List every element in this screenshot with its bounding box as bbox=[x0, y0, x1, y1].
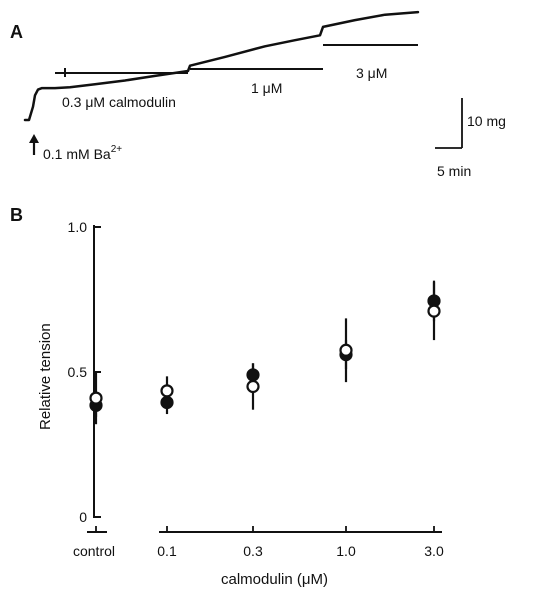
open-circle-point bbox=[246, 379, 260, 394]
panel-b: B 0 0.5 1.0 control 0.1 0.3 1.0 3.0 Relative t… bbox=[10, 205, 444, 588]
open-circle-point bbox=[427, 304, 441, 318]
scale-bar-horizontal-label: 5 min bbox=[437, 163, 471, 179]
addition-label: 1 μM bbox=[251, 80, 282, 96]
y-tick-label: 0 bbox=[79, 509, 87, 525]
x-tick-label: 3.0 bbox=[424, 543, 444, 559]
y-tick-label: 1.0 bbox=[68, 219, 88, 235]
x-tick-label: 0.1 bbox=[157, 543, 177, 559]
x-ticks: control 0.1 0.3 1.0 3.0 bbox=[73, 526, 444, 559]
addition-label: 3 μM bbox=[356, 65, 387, 81]
open-circle-point bbox=[89, 391, 103, 405]
y-axis-title: Relative tension bbox=[37, 323, 54, 430]
filled-circle-point bbox=[160, 395, 174, 410]
x-tick-label: 0.3 bbox=[243, 543, 263, 559]
addition-bars: 0.3 μM calmodulin 1 μM 3 μM bbox=[55, 44, 418, 110]
data-points bbox=[89, 280, 441, 425]
x-axis-title: calmodulin (μM) bbox=[221, 571, 328, 588]
panel-a-letter: A bbox=[10, 22, 23, 42]
scale-bar: 10 mg 5 min bbox=[435, 98, 506, 179]
open-circle-point bbox=[160, 384, 174, 398]
ba-label: 0.1 mM Ba2+ bbox=[43, 144, 122, 162]
y-ticks: 0 0.5 1.0 bbox=[68, 219, 101, 525]
panel-b-letter: B bbox=[10, 205, 23, 225]
addition-label: 0.3 μM calmodulin bbox=[62, 94, 176, 110]
filled-circle-point bbox=[246, 368, 260, 382]
ba-marker: 0.1 mM Ba2+ bbox=[29, 134, 122, 162]
y-tick-label: 0.5 bbox=[68, 364, 88, 380]
up-arrow-icon bbox=[29, 134, 39, 155]
scale-bar-vertical-label: 10 mg bbox=[467, 113, 506, 129]
open-circle-point bbox=[339, 343, 353, 357]
tension-trace bbox=[23, 10, 420, 122]
x-tick-label: control bbox=[73, 543, 115, 559]
x-tick-label: 1.0 bbox=[336, 543, 356, 559]
